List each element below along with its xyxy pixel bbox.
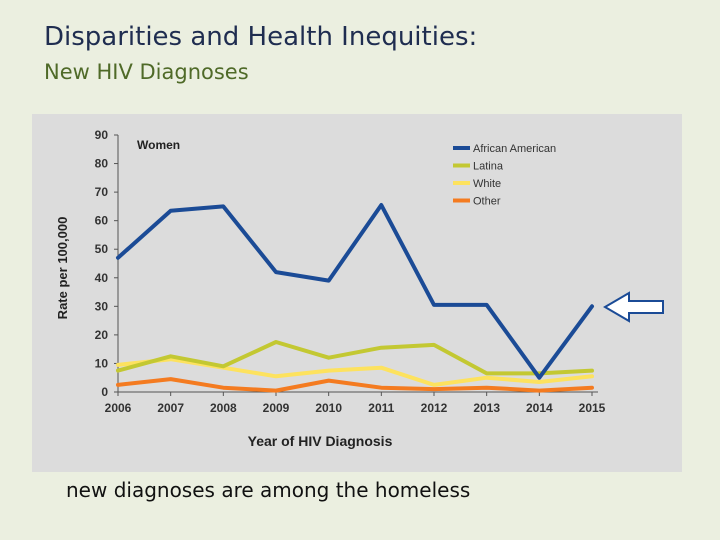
x-axis-label: Year of HIV Diagnosis bbox=[248, 433, 393, 449]
x-tick-label: 2013 bbox=[473, 401, 500, 415]
legend-label-white: White bbox=[473, 178, 501, 190]
x-tick-label: 2006 bbox=[105, 401, 132, 415]
y-axis-label: Rate per 100,000 bbox=[55, 217, 70, 320]
chart-title: Women bbox=[137, 138, 180, 152]
x-tick-label: 2009 bbox=[263, 401, 290, 415]
y-tick-label: 20 bbox=[95, 328, 109, 342]
x-tick-label: 2011 bbox=[368, 401, 394, 415]
y-tick-label: 30 bbox=[95, 299, 109, 313]
y-tick-label: 0 bbox=[101, 385, 108, 399]
x-tick-label: 2007 bbox=[157, 401, 184, 415]
legend-label-latina: Latina bbox=[473, 161, 504, 173]
series-line-african-american bbox=[116, 203, 594, 380]
slide-title: Disparities and Health Inequities: bbox=[44, 22, 478, 52]
legend-label-african-american: African American bbox=[473, 143, 556, 155]
x-tick-label: 2008 bbox=[210, 401, 237, 415]
x-tick-label: 2015 bbox=[579, 401, 606, 415]
y-tick-label: 90 bbox=[95, 128, 109, 142]
line-chart: 0 10 20 30 40 50 60 70 80 90 2006 2007 2008 2009 2010 2… bbox=[55, 128, 664, 449]
x-tick-label: 2014 bbox=[526, 401, 553, 415]
slide-subtitle: New HIV Diagnoses bbox=[44, 60, 249, 84]
series-line-other bbox=[116, 377, 594, 393]
x-tick-label: 2010 bbox=[315, 401, 342, 415]
y-tick-label: 40 bbox=[95, 271, 109, 285]
series-line-latina bbox=[116, 340, 594, 376]
left-arrow-annotation bbox=[603, 291, 664, 323]
y-tick-label: 10 bbox=[95, 356, 109, 370]
y-tick-label: 70 bbox=[95, 185, 109, 199]
series-line-white bbox=[116, 357, 594, 387]
chart-panel: 0 10 20 30 40 50 60 70 80 90 2006 2007 2008 2009 2010 2… bbox=[32, 114, 682, 472]
y-tick-label: 80 bbox=[95, 157, 109, 171]
legend-label-other: Other bbox=[473, 196, 501, 208]
x-tick-label: 2012 bbox=[421, 401, 448, 415]
slide-caption: new diagnoses are among the homeless bbox=[66, 478, 471, 502]
y-tick-label: 50 bbox=[95, 242, 109, 256]
y-tick-label: 60 bbox=[95, 214, 109, 228]
